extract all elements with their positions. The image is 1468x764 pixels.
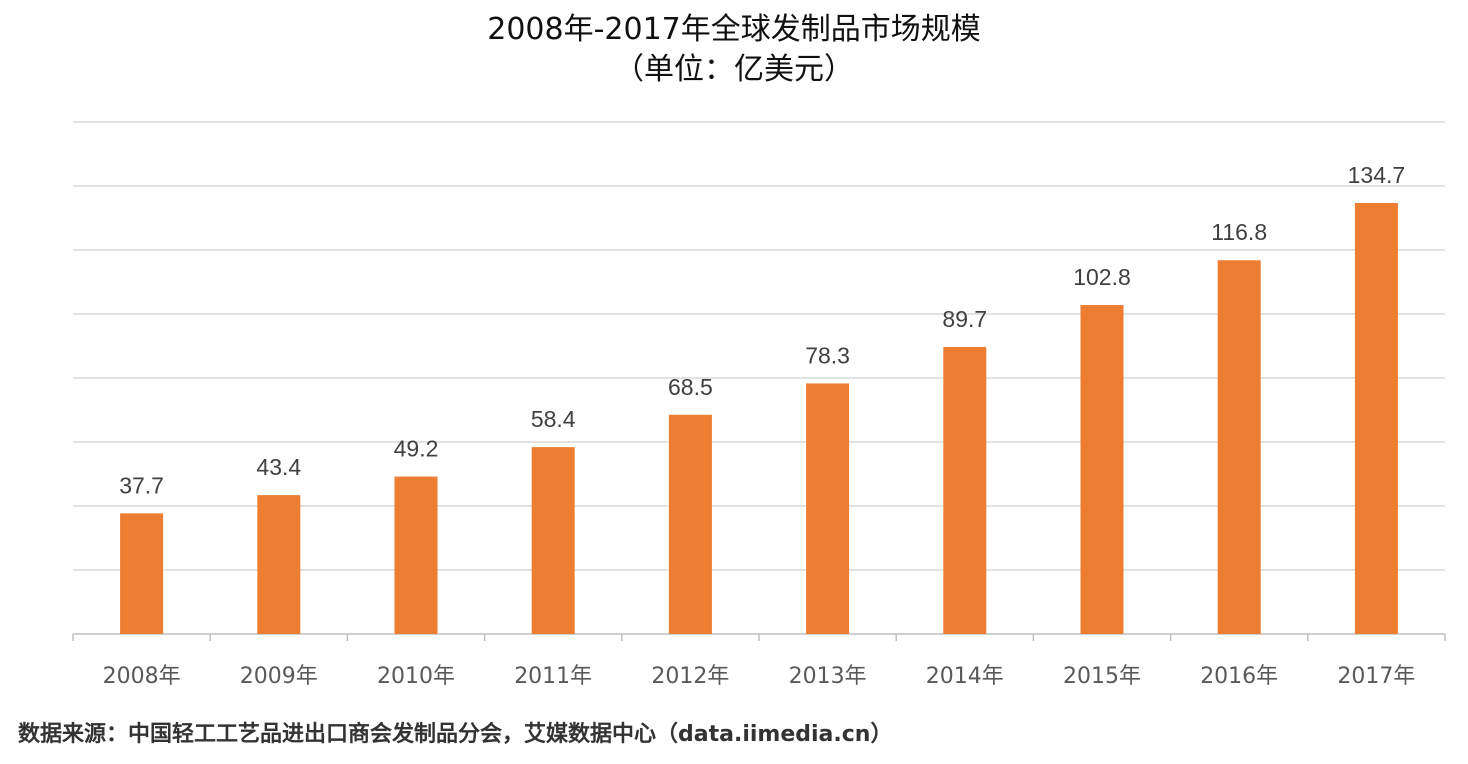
- chart-subtitle: （单位：亿美元）: [614, 52, 854, 87]
- x-tick-label: 2009年: [240, 664, 318, 689]
- x-tick-label: 2014年: [926, 664, 1004, 689]
- data-label: 78.3: [805, 342, 850, 368]
- x-tick-label: 2015年: [1063, 664, 1141, 689]
- x-tick-label: 2013年: [789, 664, 867, 689]
- data-label: 116.8: [1211, 219, 1267, 245]
- data-label: 49.2: [394, 436, 439, 462]
- source-note: 数据来源：中国轻工工艺品进出口商会发制品分会，艾媒数据中心（data.iimed…: [18, 722, 893, 747]
- bar: [943, 346, 987, 634]
- data-label: 89.7: [942, 306, 987, 332]
- x-tick-label: 2008年: [103, 664, 181, 689]
- bar: [1354, 202, 1398, 634]
- bar: [394, 476, 438, 634]
- x-tick-label: 2017年: [1337, 664, 1415, 689]
- bar: [257, 495, 301, 634]
- x-tick-label: 2012年: [651, 664, 729, 689]
- bar: [806, 383, 850, 634]
- data-label: 37.7: [119, 472, 164, 498]
- data-label: 134.7: [1348, 162, 1406, 188]
- data-label: 58.4: [531, 406, 576, 432]
- bar: [120, 513, 164, 634]
- x-tick-label: 2010年: [377, 664, 455, 689]
- bar: [1217, 260, 1261, 634]
- chart-title: 2008年-2017年全球发制品市场规模: [487, 12, 981, 47]
- bar: [668, 414, 712, 634]
- x-tick-label: 2016年: [1200, 664, 1278, 689]
- bar: [531, 447, 575, 634]
- bar: [1080, 305, 1124, 634]
- data-label: 68.5: [668, 374, 713, 400]
- data-label: 43.4: [256, 454, 301, 480]
- x-tick-label: 2011年: [514, 664, 592, 689]
- data-label: 102.8: [1073, 264, 1131, 290]
